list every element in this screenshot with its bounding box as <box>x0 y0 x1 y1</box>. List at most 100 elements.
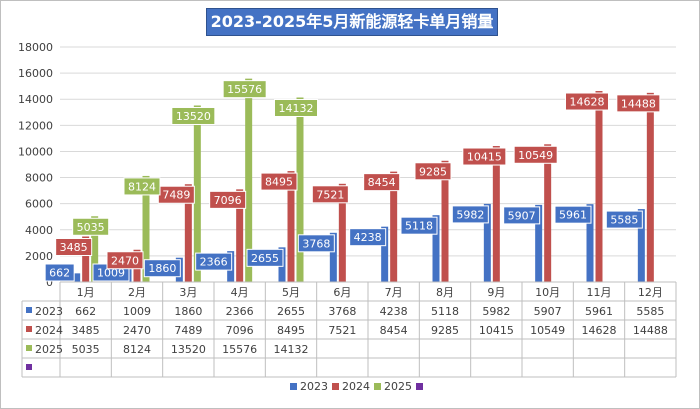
table-cell: 1860 <box>174 305 202 318</box>
data-label-2023-1: 662 <box>49 267 70 280</box>
bar-2023-12 <box>637 209 645 282</box>
table-cell: 5982 <box>482 305 510 318</box>
bar-2024-6 <box>338 183 346 282</box>
table-legend-key <box>26 326 32 332</box>
bar-2025-3 <box>193 105 201 282</box>
y-tick-label: 2000 <box>25 250 53 263</box>
bar-2023-1 <box>73 273 81 282</box>
x-tick-label: 5月 <box>282 286 300 299</box>
data-label-2023-2: 1009 <box>97 267 125 280</box>
data-label-2024-12: 14488 <box>621 97 656 110</box>
data-label-box <box>513 145 558 164</box>
table-cell: 14628 <box>582 324 617 337</box>
legend-key <box>332 383 339 390</box>
table-cell: 8454 <box>380 324 408 337</box>
data-label-2025-2: 8124 <box>128 180 156 193</box>
data-label-box <box>462 147 507 166</box>
table-cell: 14488 <box>633 324 668 337</box>
data-label-2025-3: 13520 <box>176 110 211 123</box>
table-legend-key <box>26 345 32 351</box>
data-label-2024-1: 3485 <box>60 241 88 254</box>
table-cell: 5035 <box>72 343 100 356</box>
data-label-2024-9: 10415 <box>467 151 502 164</box>
table-cell: 7096 <box>226 324 254 337</box>
table-cell: 1009 <box>123 305 151 318</box>
y-tick-label: 6000 <box>25 198 53 211</box>
data-label-box <box>195 252 233 271</box>
x-tick-label: 11月 <box>587 286 612 299</box>
data-label-box <box>274 98 318 117</box>
bar-2024-5 <box>287 171 295 282</box>
bar-2024-10 <box>544 144 552 282</box>
data-label-2024-4: 7096 <box>214 194 242 207</box>
bar-2025-1 <box>91 216 99 282</box>
data-label-2023-4: 2366 <box>200 256 228 269</box>
data-label-2024-10: 10549 <box>518 149 553 162</box>
y-tick-label: 12000 <box>18 119 53 132</box>
table-cell: 15576 <box>222 343 257 356</box>
chart-title: 2023-2025年5月新能源轻卡单月销量 <box>206 8 498 36</box>
table-cell: 10549 <box>530 324 565 337</box>
data-label-2024-6: 7521 <box>316 188 344 201</box>
x-tick-label: 12月 <box>638 286 663 299</box>
bar-2024-9 <box>492 146 500 282</box>
table-cell: 2366 <box>226 305 254 318</box>
x-tick-label: 2月 <box>128 286 146 299</box>
data-label-box <box>260 172 298 191</box>
table-cell: 7521 <box>328 324 356 337</box>
table-cell: 3485 <box>72 324 100 337</box>
x-tick-label: 7月 <box>385 286 403 299</box>
y-tick-label: 16000 <box>18 67 53 80</box>
bar-2024-1 <box>82 236 90 282</box>
data-label-2023-11: 5961 <box>559 209 587 222</box>
data-label-2023-8: 5118 <box>405 220 433 233</box>
table-cell: 8124 <box>123 343 151 356</box>
bar-2024-3 <box>184 184 192 282</box>
table-cell: 662 <box>75 305 96 318</box>
x-tick-label: 1月 <box>77 286 95 299</box>
data-label-box <box>565 92 609 111</box>
table-cell: 9285 <box>431 324 459 337</box>
data-label-box <box>414 162 452 181</box>
data-label-2024-3: 7489 <box>162 189 190 202</box>
data-label-box <box>72 217 110 236</box>
legend-key <box>374 383 381 390</box>
bar-2025-5 <box>296 97 304 282</box>
bar-2023-6 <box>329 232 337 282</box>
table-cell: 5961 <box>585 305 613 318</box>
bar-2024-11 <box>595 91 603 282</box>
bar-2025-2 <box>142 175 150 282</box>
data-label-2023-5: 2655 <box>251 252 279 265</box>
data-label-2025-5: 14132 <box>279 102 314 115</box>
data-label-box <box>44 263 75 282</box>
table-legend-key <box>26 307 32 313</box>
table-series-label: 2025 <box>35 343 63 356</box>
data-label-2023-10: 5907 <box>508 209 536 222</box>
data-label-2024-7: 8454 <box>368 176 396 189</box>
data-label-box <box>106 251 144 270</box>
table-cell: 5585 <box>636 305 664 318</box>
y-tick-label: 18000 <box>18 41 53 54</box>
data-label-2024-11: 14628 <box>570 96 605 109</box>
data-label-2025-4: 15576 <box>227 83 262 96</box>
x-tick-label: 3月 <box>179 286 197 299</box>
data-label-box <box>554 205 592 224</box>
data-label-box <box>311 185 349 204</box>
table-legend-key <box>26 364 32 370</box>
data-label-2024-2: 2470 <box>111 254 139 267</box>
y-tick-label: 14000 <box>18 93 53 106</box>
table-cell: 7489 <box>174 324 202 337</box>
data-label-box <box>171 106 216 125</box>
table-cell: 14132 <box>274 343 309 356</box>
data-label-box <box>297 234 335 253</box>
data-label-2023-6: 3768 <box>302 237 330 250</box>
table-cell: 4238 <box>380 305 408 318</box>
data-label-box <box>246 248 284 267</box>
y-tick-label: 10000 <box>18 145 53 158</box>
bar-2023-10 <box>535 204 543 282</box>
y-tick-label: 0 <box>46 276 53 289</box>
legend-label: 2024 <box>342 380 370 393</box>
data-label-box <box>209 190 247 209</box>
